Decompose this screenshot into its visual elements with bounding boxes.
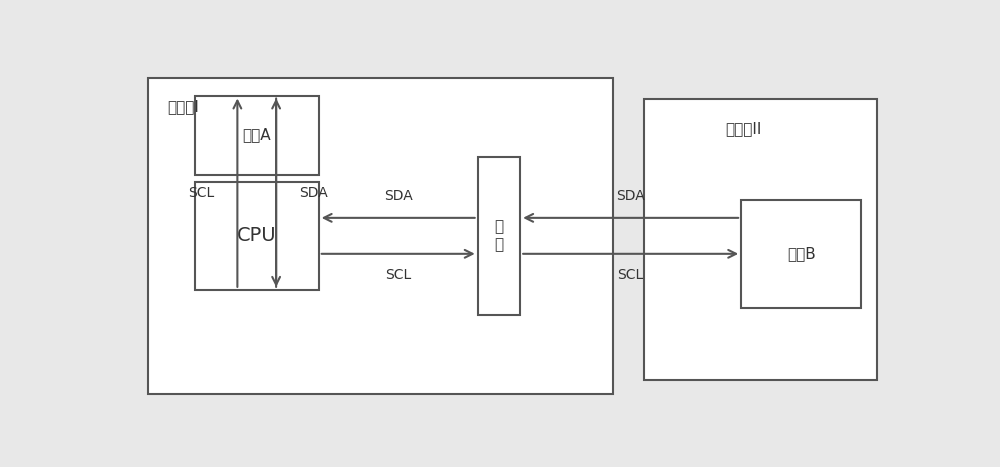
Text: SCL: SCL xyxy=(385,268,411,282)
Text: CPU: CPU xyxy=(237,226,277,245)
Text: 器件B: 器件B xyxy=(787,246,816,262)
Text: SCL: SCL xyxy=(618,268,644,282)
Bar xyxy=(478,157,520,315)
Bar xyxy=(644,99,877,380)
Text: SCL: SCL xyxy=(188,186,214,200)
Bar xyxy=(148,78,613,394)
Text: 电路板II: 电路板II xyxy=(726,121,762,136)
Text: SDA: SDA xyxy=(616,190,645,204)
Bar xyxy=(741,200,861,308)
Text: 接
口: 接 口 xyxy=(494,219,504,252)
Text: 电路板I: 电路板I xyxy=(168,99,200,114)
Bar xyxy=(195,96,319,175)
Text: SDA: SDA xyxy=(299,186,328,200)
Text: 器件A: 器件A xyxy=(242,127,271,142)
Bar xyxy=(195,182,319,290)
Text: SDA: SDA xyxy=(384,190,413,204)
